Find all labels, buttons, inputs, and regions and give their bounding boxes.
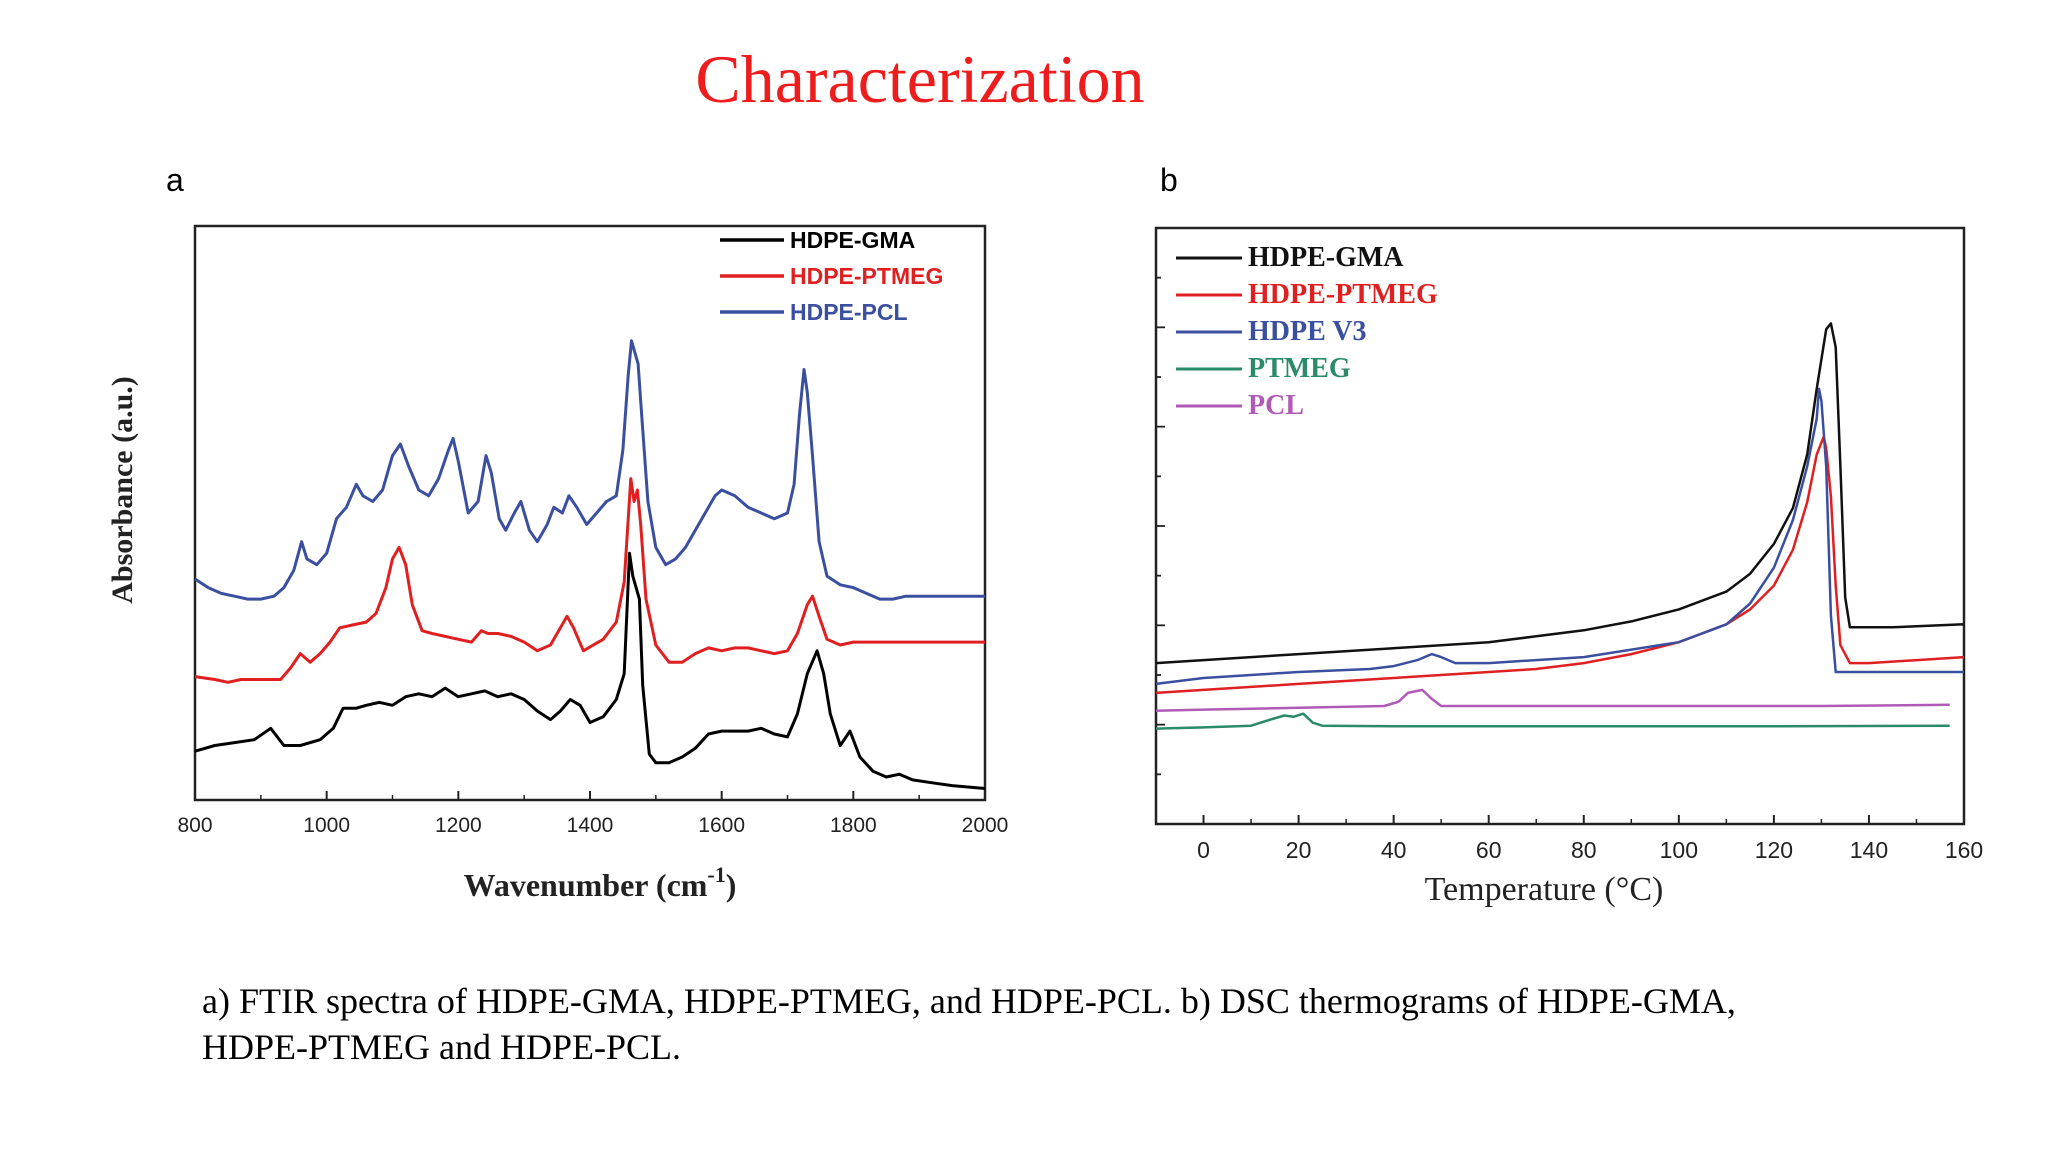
panel-a-label: a — [166, 162, 184, 198]
series-line-ptmeg — [1155, 712, 1950, 730]
legend-label: HDPE-PCL — [790, 299, 908, 325]
legend-label: HDPE-PTMEG — [790, 263, 943, 289]
x-tick-label: 800 — [177, 814, 212, 837]
dsc-axis-ticks: 0 20 40 60 80 100 120 140 160 — [1156, 276, 1983, 863]
legend-label: PTMEG — [1248, 353, 1351, 384]
series-line-hdpe-v3 — [1155, 387, 1964, 686]
x-tick-label: 2000 — [962, 814, 1009, 837]
caption-line-1: a) FTIR spectra of HDPE-GMA, HDPE-PTMEG,… — [202, 981, 1736, 1021]
x-tick-label: 1600 — [698, 814, 745, 837]
ftir-legend: HDPE-GMA HDPE-PTMEG HDPE-PCL — [720, 227, 943, 325]
x-tick-label: 60 — [1476, 837, 1502, 863]
dsc-series-lines — [1155, 322, 1965, 730]
legend-label: HDPE-PTMEG — [1248, 279, 1438, 310]
x-tick-label: 0 — [1197, 837, 1210, 863]
series-line-pcl — [1155, 688, 1950, 713]
x-tick-label: 100 — [1660, 837, 1698, 863]
legend-label: HDPE-GMA — [790, 227, 915, 253]
x-tick-label: 120 — [1755, 837, 1793, 863]
ftir-series-lines — [194, 339, 986, 790]
x-tick-label: 40 — [1381, 837, 1407, 863]
dsc-legend: HDPE-GMA HDPE-PTMEG HDPE V3 PTMEG PCL — [1176, 242, 1438, 421]
series-line-hdpe-gma — [1155, 322, 1965, 665]
panel-b-label: b — [1160, 162, 1178, 198]
series-line-hdpe-ptmeg — [194, 477, 985, 684]
ftir-chart: 800 1000 1200 1400 1600 1800 2000 HDPE-GMAHDPE… — [106, 224, 1008, 903]
dsc-plot-frame — [1154, 226, 1966, 826]
ftir-x-ticks: 800 1000 1200 1400 1600 1800 2000 — [177, 791, 1008, 837]
x-tick-label: 1000 — [303, 814, 350, 837]
x-tick-label: 80 — [1571, 837, 1597, 863]
figure-caption: a) FTIR spectra of HDPE-GMA, HDPE-PTMEG,… — [202, 978, 1902, 1070]
ftir-y-axis-label: Absorbance (a.u.) — [106, 376, 139, 604]
series-line-hdpe-gma — [194, 551, 986, 790]
caption-line-2: HDPE-PTMEG and HDPE-PCL. — [202, 1027, 682, 1067]
slide-title: Characterization — [695, 41, 1145, 117]
x-tick-label: 20 — [1286, 837, 1312, 863]
legend-label: HDPE V3 — [1248, 316, 1367, 347]
series-line-hdpe-pcl — [194, 339, 985, 601]
x-tick-label: 1200 — [435, 814, 482, 837]
x-tick-label: 140 — [1850, 837, 1888, 863]
ftir-x-axis-label: Wavenumber (cm-1) — [464, 862, 737, 903]
legend-label: HDPE-GMA — [1248, 242, 1404, 273]
x-tick-label: 160 — [1945, 837, 1983, 863]
x-tick-label: 1800 — [830, 814, 877, 837]
legend-label: PCL — [1248, 390, 1304, 421]
series-line-hdpe-ptmeg — [1155, 435, 1965, 695]
x-tick-label: 1400 — [567, 814, 614, 837]
dsc-x-axis-label: Temperature (°C) — [1425, 871, 1664, 908]
